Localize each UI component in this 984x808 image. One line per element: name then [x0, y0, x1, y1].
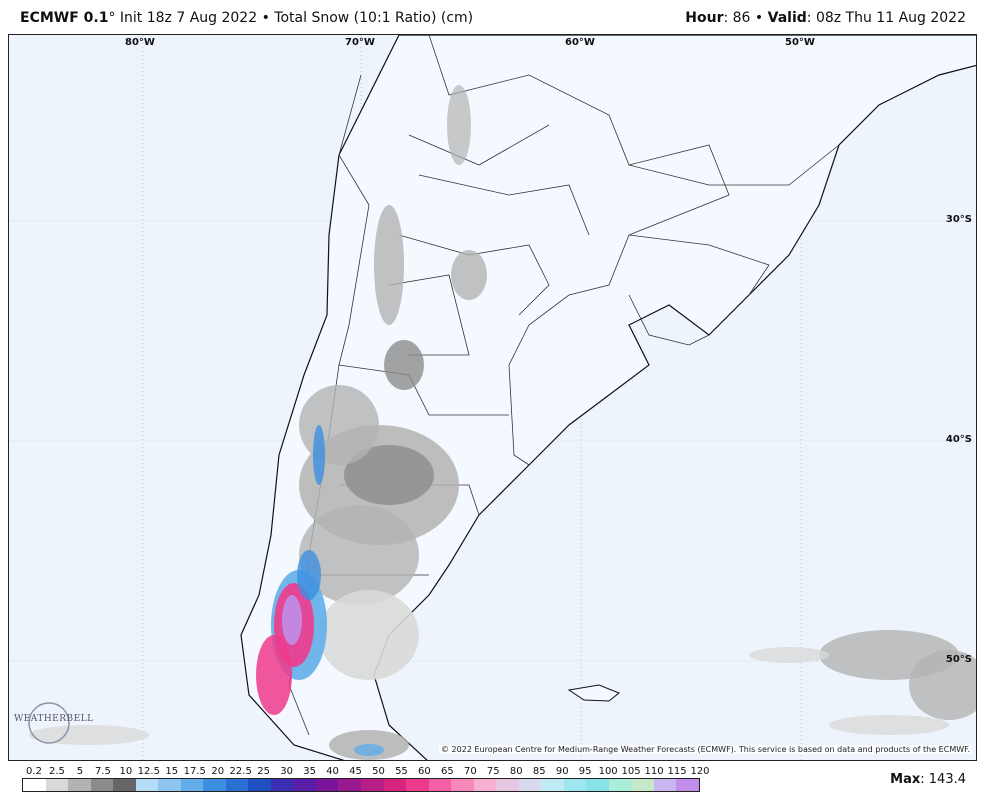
lat-label-40s: 40°S: [945, 434, 972, 445]
lat-label-50s: 50°S: [945, 654, 972, 665]
legend-tick: 90: [555, 766, 569, 777]
legend-swatch: [45, 779, 69, 791]
legend-tick: 70: [463, 766, 477, 777]
legend-tick: 65: [441, 766, 454, 777]
legend-tick: 30: [280, 766, 293, 777]
lon-label-80w: 80°W: [125, 37, 155, 48]
legend-tick: 120: [690, 766, 710, 777]
max-value: : 143.4: [920, 772, 966, 787]
legend-tick: 10: [119, 766, 133, 777]
legend-tick: 0.2: [26, 766, 42, 777]
legend-tick: 50: [372, 766, 385, 777]
map-area: [8, 34, 977, 761]
legend-swatch: [225, 779, 249, 791]
legend-color-bar: [22, 778, 700, 792]
legend-swatch: [315, 779, 339, 791]
legend-swatch: [293, 779, 316, 791]
valid-label: Valid: [767, 10, 807, 26]
time-separator: •: [754, 10, 764, 26]
legend-swatch: [541, 779, 564, 791]
legend-swatch: [586, 779, 609, 791]
legend-tick: 7.5: [94, 766, 111, 777]
lon-label-70w: 70°W: [345, 37, 375, 48]
forecast-time: Hour: 86 • Valid: 08z Thu 11 Aug 2022: [685, 10, 966, 26]
hour-label: Hour: [685, 10, 724, 26]
lon-label-60w: 60°W: [565, 37, 595, 48]
legend-tick: 5: [76, 766, 84, 777]
legend-tick: 12.5: [137, 766, 160, 777]
legend-tick: 115: [667, 766, 687, 777]
legend-tick: 80: [509, 766, 523, 777]
legend-swatch: [270, 779, 294, 791]
legend-swatch: [90, 779, 114, 791]
legend-tick: 40: [326, 766, 339, 777]
copyright-notice: © 2022 European Centre for Medium-Range …: [439, 745, 972, 754]
falkland-islands: [567, 684, 620, 702]
legend-swatch: [428, 779, 452, 791]
legend-swatch: [135, 779, 159, 791]
legend-tick: 22.5: [229, 766, 252, 777]
legend-swatch: [653, 779, 677, 791]
legend-swatch: [203, 779, 226, 791]
legend-swatch: [23, 779, 46, 791]
lon-label-50w: 50°W: [785, 37, 815, 48]
legend-swatch: [473, 779, 497, 791]
map-canvas: [9, 35, 976, 760]
legend-swatch: [158, 779, 181, 791]
legend-tick: 25: [257, 766, 271, 777]
legend-swatch: [406, 779, 429, 791]
init-time: Init 18z 7 Aug 2022: [119, 10, 258, 26]
legend-swatch: [68, 779, 91, 791]
legend-swatch: [360, 779, 384, 791]
legend-swatch: [248, 779, 271, 791]
south-america-landmass: [240, 35, 976, 760]
legend-tick: 45: [349, 766, 362, 777]
legend-swatch: [496, 779, 519, 791]
legend-swatch: [338, 779, 361, 791]
legend-tick: 60: [418, 766, 431, 777]
legend-tick: 95: [578, 766, 592, 777]
max-label: Max: [890, 772, 921, 787]
product-name: Total Snow (10:1 Ratio) (cm): [274, 10, 474, 26]
legend-swatch: [608, 779, 632, 791]
valid-value: : 08z Thu 11 Aug 2022: [806, 10, 966, 26]
legend-tick-labels: 0.2 2.5 5 7.5 10 12.5 15 17.5 20 22.5 25 30 35 40 45 50…: [22, 766, 710, 778]
logo-globe-icon: [28, 702, 70, 744]
legend-swatch: [518, 779, 542, 791]
legend-tick: 55: [395, 766, 408, 777]
legend-tick: 17.5: [183, 766, 206, 777]
legend-tick: 110: [644, 766, 664, 777]
legend-tick: 15: [165, 766, 179, 777]
max-value-label: Max: 143.4: [890, 772, 966, 787]
legend-swatch: [383, 779, 407, 791]
legend-swatch: [631, 779, 654, 791]
weatherbell-logo: WEATHERBELL: [14, 714, 94, 724]
title-separator: •: [261, 10, 270, 26]
legend-swatch: [563, 779, 587, 791]
hour-value: : 86: [723, 10, 751, 26]
legend-tick: 105: [621, 766, 641, 777]
header: ECMWF 0.1° Init 18z 7 Aug 2022 • Total S…: [0, 0, 984, 34]
legend-swatch: [113, 779, 136, 791]
lat-label-30s: 30°S: [945, 214, 972, 225]
legend-tick: 75: [486, 766, 500, 777]
legend-swatch: [180, 779, 204, 791]
snowfall-field: [29, 85, 976, 760]
legend-tick: 100: [598, 766, 618, 777]
legend-tick: 2.5: [49, 766, 65, 777]
legend-tick: 20: [211, 766, 225, 777]
legend-swatch: [451, 779, 474, 791]
map-title: ECMWF 0.1° Init 18z 7 Aug 2022 • Total S…: [20, 10, 473, 26]
legend-tick: 35: [303, 766, 316, 777]
legend-tick: 85: [532, 766, 546, 777]
legend-swatch: [676, 779, 699, 791]
degree-symbol: °: [108, 10, 116, 26]
model-name: ECMWF 0.1: [20, 10, 109, 26]
